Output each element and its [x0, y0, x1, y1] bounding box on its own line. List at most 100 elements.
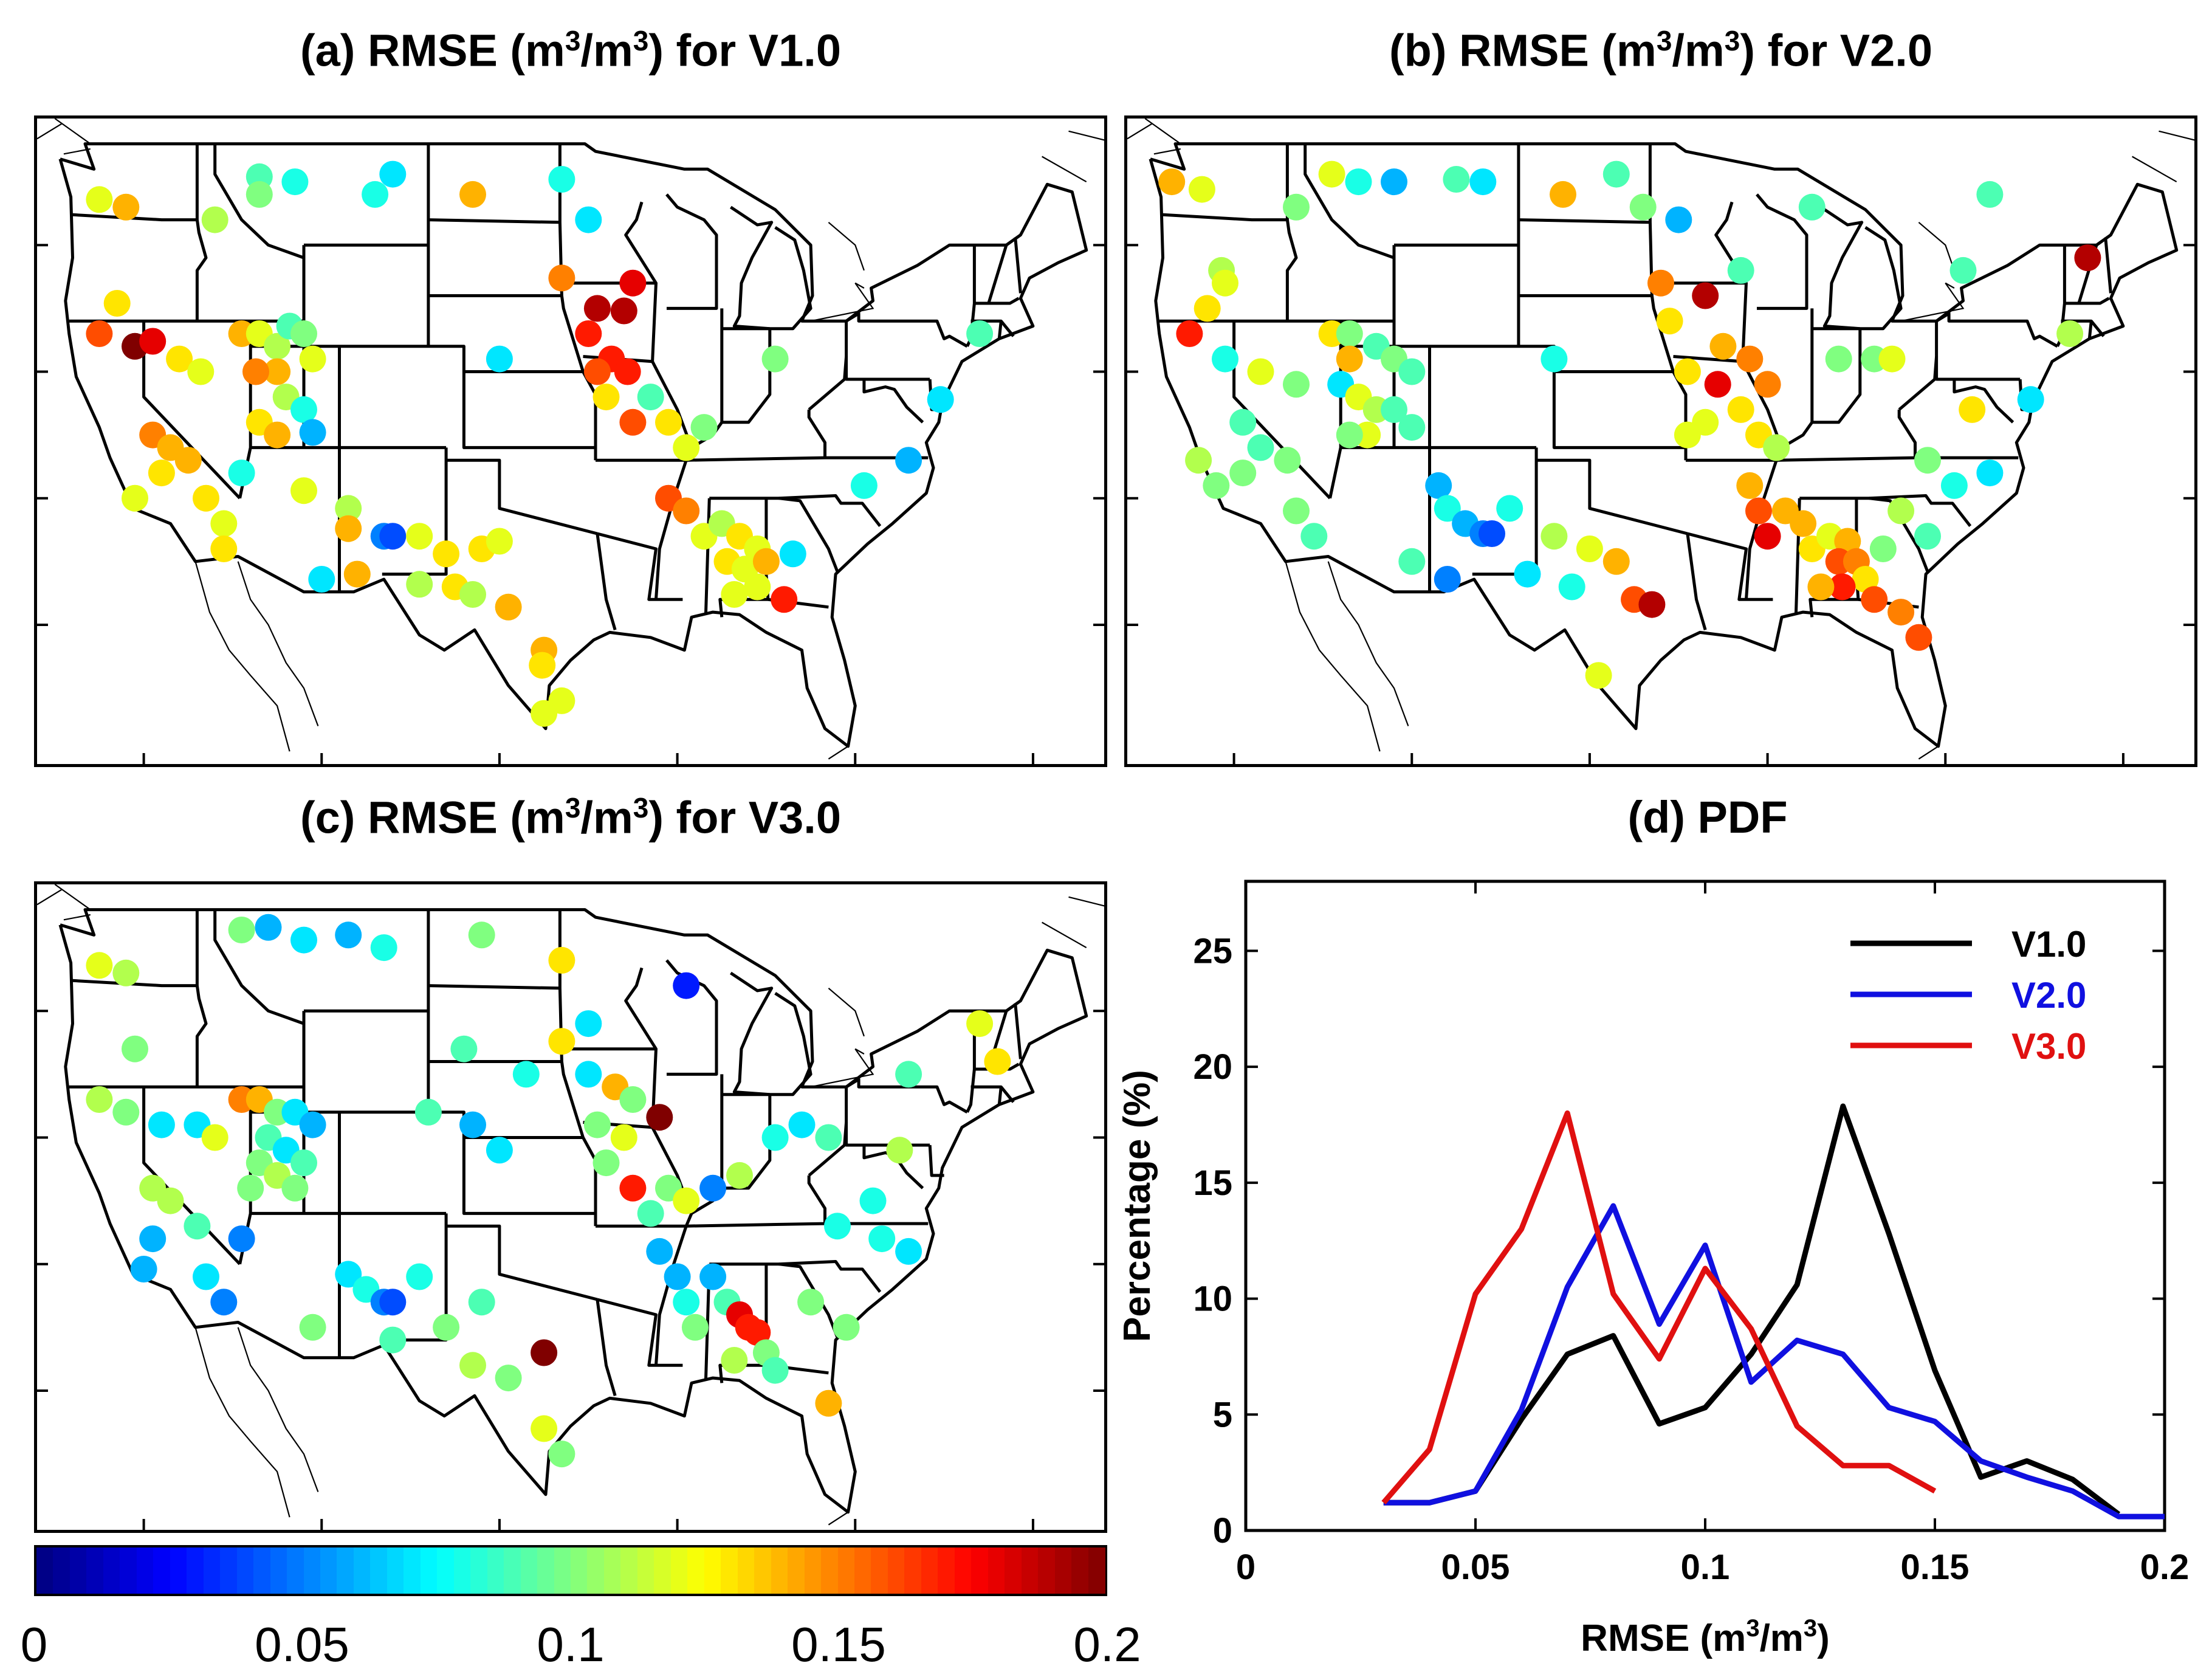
coastline-2 [54, 884, 91, 911]
station-point-b-4 [1345, 168, 1372, 196]
station-point-c-1 [112, 959, 140, 986]
station-point-a-20 [290, 320, 317, 347]
station-point-a-23 [242, 358, 269, 385]
station-point-b-33 [1247, 434, 1274, 461]
station-point-c-45 [459, 1352, 486, 1379]
station-point-c-82 [699, 1263, 727, 1290]
state-boundary-24 [1756, 193, 1808, 310]
map-panel-b [1124, 115, 2197, 767]
station-point-a-56 [531, 700, 558, 727]
station-point-c-53 [459, 1111, 486, 1138]
station-point-a-72 [690, 414, 718, 441]
station-point-b-69 [1763, 434, 1790, 461]
station-point-c-70 [788, 1111, 816, 1138]
station-point-b-79 [2074, 244, 2101, 272]
state-boundary-21 [597, 1298, 683, 1367]
state-boundary-18 [596, 1299, 617, 1397]
colorbar-step [236, 1547, 254, 1594]
panel-d-title: (d) PDF [1627, 792, 1788, 842]
station-point-a-38 [290, 477, 317, 504]
station-point-b-98 [1905, 624, 1932, 651]
station-point-b-60 [1709, 332, 1737, 360]
station-point-c-43 [299, 1313, 326, 1341]
colorbar-step [53, 1547, 70, 1594]
coastline-3 [37, 889, 63, 906]
station-point-b-1 [1188, 176, 1215, 203]
station-point-a-63 [575, 320, 602, 347]
station-point-c-79 [664, 1263, 691, 1290]
panel-a-title-pre: (a) RMSE (m [300, 25, 565, 76]
station-point-a-54 [529, 652, 556, 679]
colorbar-step [520, 1547, 538, 1594]
station-point-a-15 [187, 358, 215, 385]
map-b-svg [1127, 119, 2194, 764]
station-point-a-59 [548, 264, 575, 292]
station-point-a-27 [264, 421, 291, 449]
station-point-a-39 [335, 495, 362, 522]
station-point-c-66 [637, 1200, 664, 1227]
station-point-c-88 [721, 1347, 748, 1374]
state-boundary-45 [970, 1085, 1015, 1103]
station-point-b-50 [1602, 548, 1630, 575]
colorbar-label-0: 0 [20, 1617, 48, 1671]
panel-a-title-post: ) for V1.0 [648, 25, 841, 76]
station-point-c-94 [833, 1313, 860, 1341]
station-point-c-23 [290, 1149, 317, 1177]
state-boundary-35 [807, 409, 826, 458]
station-point-a-51 [459, 581, 486, 608]
station-point-c-90 [797, 1289, 825, 1316]
station-point-c-62 [592, 1149, 620, 1177]
station-point-b-49 [1558, 573, 1585, 601]
station-point-a-1 [112, 193, 140, 221]
coastline-5 [828, 1511, 849, 1526]
station-point-a-40 [335, 515, 362, 542]
panel-c-title-sup1: 3 [565, 792, 581, 824]
state-boundary-47 [1820, 205, 1903, 331]
station-point-c-49 [548, 1441, 575, 1468]
colorbar-step [1088, 1547, 1105, 1594]
colorbar-step [86, 1547, 104, 1594]
station-point-b-95 [1869, 535, 1897, 562]
station-point-a-71 [673, 434, 700, 461]
station-point-c-50 [450, 1035, 478, 1062]
panel-c-title-sup2: 3 [633, 792, 649, 824]
state-boundary-15 [462, 1137, 596, 1215]
state-boundary-38 [845, 1078, 968, 1114]
pdf-series-V2-0 [1383, 1203, 2165, 1520]
colorbar-step [420, 1547, 438, 1594]
state-boundary-18 [596, 533, 617, 631]
station-point-c-61 [646, 1104, 673, 1131]
panel-c-title-post: ) for V3.0 [648, 792, 841, 843]
station-point-b-37 [1185, 447, 1212, 474]
station-point-a-43 [308, 566, 335, 593]
station-point-b-6 [1443, 166, 1470, 193]
station-point-a-69 [637, 384, 664, 411]
state-boundary-30 [709, 1260, 882, 1293]
state-boundary-36 [845, 321, 930, 381]
pdf-series-V3-0 [1381, 1110, 1937, 1505]
colorbar-step [1038, 1547, 1056, 1594]
map-panel-c [34, 881, 1107, 1533]
station-point-c-63 [619, 1174, 647, 1202]
state-boundary-35 [1897, 409, 1917, 458]
station-point-a-58 [486, 345, 513, 373]
pdf-ylabel: Percentage (%) [1116, 1070, 1158, 1342]
coastline-1 [237, 561, 319, 726]
state-boundary-13 [428, 984, 560, 990]
station-point-a-28 [299, 419, 326, 446]
state-boundary-3 [1163, 213, 1288, 222]
station-point-a-9 [575, 206, 602, 233]
station-point-c-26 [237, 1174, 264, 1202]
colorbar-step [938, 1547, 955, 1594]
station-point-b-47 [1576, 535, 1603, 562]
station-point-c-27 [281, 1174, 309, 1202]
pdf-xlabel-part-0: RMSE (m [1581, 1617, 1746, 1659]
station-point-c-8 [548, 946, 575, 974]
station-point-b-16 [1212, 345, 1238, 373]
coastline-8 [810, 282, 874, 322]
pdf-xlabel-part-4: ) [1817, 1617, 1830, 1659]
station-point-c-15 [201, 1124, 228, 1151]
station-point-a-13 [139, 328, 167, 355]
station-point-b-56 [1540, 345, 1568, 373]
station-point-a-87 [850, 472, 878, 499]
